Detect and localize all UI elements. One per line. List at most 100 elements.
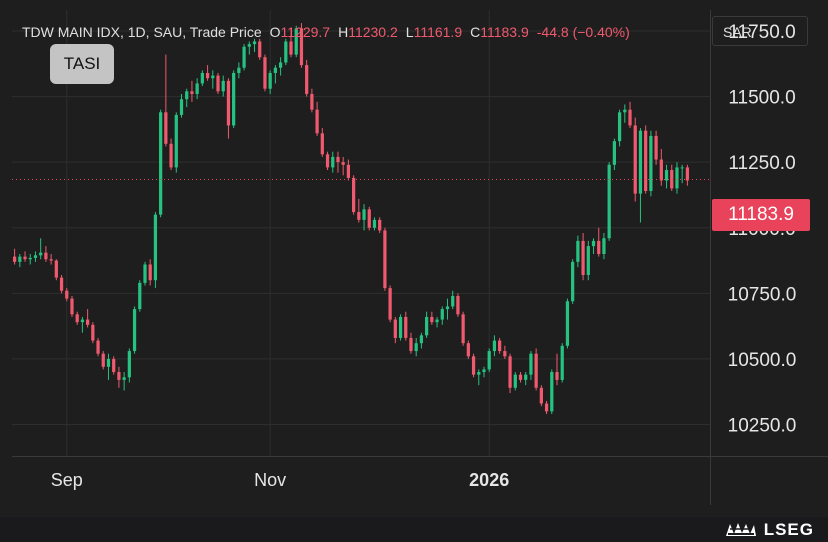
candle xyxy=(112,356,116,375)
candle xyxy=(226,78,231,139)
high-label: H xyxy=(338,24,349,40)
candle-body xyxy=(544,403,549,412)
candle-body xyxy=(164,112,168,144)
candle-body xyxy=(341,162,345,165)
candle xyxy=(346,159,351,181)
candle-body xyxy=(122,377,126,380)
candle-body xyxy=(106,358,111,367)
candle xyxy=(252,38,257,52)
price-tick-label: 11500.0 xyxy=(728,88,795,109)
time-tick-label: Nov xyxy=(254,470,286,490)
price-tick-label: 11250.0 xyxy=(728,153,795,174)
candle xyxy=(320,128,324,157)
candle xyxy=(461,311,465,346)
candle xyxy=(518,372,523,383)
candle-body xyxy=(414,343,418,352)
candle xyxy=(263,54,267,92)
candle-body xyxy=(138,282,142,310)
low-value: 11161.9 xyxy=(413,24,463,40)
candle-body xyxy=(487,351,491,370)
candle xyxy=(221,75,225,97)
candle xyxy=(174,112,178,173)
candle-body xyxy=(294,28,298,55)
candle-body xyxy=(28,257,32,260)
candle xyxy=(59,274,64,294)
candle xyxy=(534,348,538,391)
candle-body xyxy=(65,290,69,299)
candle-body xyxy=(508,356,512,388)
candle xyxy=(451,290,455,310)
candlestick-chart[interactable]: 11750.011500.011250.011000.010750.010500… xyxy=(0,0,828,517)
candle xyxy=(430,311,434,325)
chart-area[interactable]: 11750.011500.011250.011000.010750.010500… xyxy=(0,0,828,517)
candle xyxy=(498,337,502,354)
symbol-badge[interactable]: TASI xyxy=(50,44,114,84)
candle-body xyxy=(388,288,392,320)
candle-body xyxy=(539,387,543,404)
candle xyxy=(341,156,345,176)
candle-body xyxy=(44,252,48,260)
candle-body xyxy=(471,356,476,375)
candle-body xyxy=(576,240,580,262)
candle xyxy=(39,238,43,260)
candle-body xyxy=(393,319,397,338)
candle-body xyxy=(179,99,184,115)
candle xyxy=(122,372,126,391)
candle-body xyxy=(524,374,528,380)
candle-body xyxy=(315,109,319,134)
candle xyxy=(362,204,366,231)
last-price-tag: 11183.9 xyxy=(712,199,810,231)
candle-body xyxy=(513,374,517,388)
candle xyxy=(127,348,131,383)
lseg-brand[interactable]: LSEG xyxy=(724,520,814,540)
candle-body xyxy=(174,114,178,168)
candle-body xyxy=(664,170,669,181)
candle-body xyxy=(623,109,627,113)
candle xyxy=(591,238,596,254)
candle xyxy=(216,72,220,94)
candle-body xyxy=(461,314,465,344)
candle-body xyxy=(419,335,424,344)
candle-body xyxy=(325,154,330,168)
candle-body xyxy=(336,156,340,163)
candle xyxy=(581,233,585,281)
candle-body xyxy=(555,372,559,380)
candle xyxy=(179,93,184,118)
time-axis[interactable]: Sep Nov 2026 xyxy=(51,470,509,490)
currency-selector[interactable]: SAR xyxy=(712,16,808,46)
candle xyxy=(28,253,32,265)
candle-body xyxy=(289,41,293,55)
candle xyxy=(383,227,387,291)
candle xyxy=(310,88,314,113)
candle-body xyxy=(440,309,444,320)
candle xyxy=(638,128,643,223)
candle-body xyxy=(49,259,53,261)
candle-body xyxy=(117,372,121,380)
candle-body xyxy=(451,295,455,307)
candle-body xyxy=(617,112,622,142)
candle-body xyxy=(492,340,497,352)
candle-body xyxy=(331,156,335,168)
candle-body xyxy=(70,298,74,315)
candle-body xyxy=(612,141,616,165)
candle xyxy=(273,65,277,84)
candle xyxy=(169,138,173,171)
candle xyxy=(23,251,27,262)
price-tick-label: 10500.0 xyxy=(728,350,797,371)
candle xyxy=(398,314,403,341)
candle xyxy=(550,369,554,415)
candle xyxy=(200,70,204,87)
candle xyxy=(670,164,674,192)
candle-body xyxy=(404,316,408,338)
candle xyxy=(560,343,564,383)
candle xyxy=(544,400,549,415)
candle-body xyxy=(383,230,387,289)
candle-body xyxy=(216,75,220,92)
candle xyxy=(117,366,121,388)
candle xyxy=(680,164,684,184)
price-tick-label: 10250.0 xyxy=(728,416,797,437)
close-label: C xyxy=(470,24,481,40)
candle xyxy=(325,151,330,171)
candle-body xyxy=(91,324,95,341)
candle xyxy=(586,240,590,281)
